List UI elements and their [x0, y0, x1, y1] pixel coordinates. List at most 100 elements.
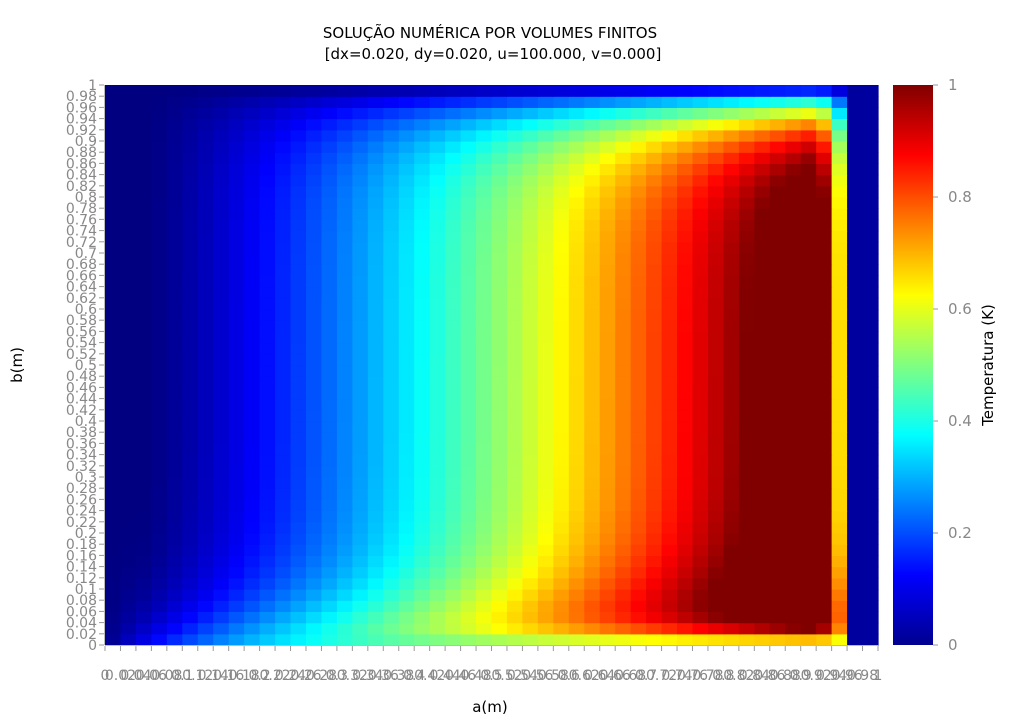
heatmap-cell	[707, 387, 724, 400]
heatmap-cell	[182, 544, 199, 556]
heatmap-cell	[692, 141, 709, 153]
heatmap-cell	[677, 286, 694, 299]
heatmap-cell	[383, 454, 400, 467]
heatmap-cell	[553, 219, 570, 232]
heatmap-cell	[537, 387, 554, 400]
heatmap-cell	[352, 275, 369, 288]
heatmap-cell	[506, 555, 524, 568]
heatmap-cell	[476, 454, 493, 467]
heatmap-cell	[120, 365, 137, 377]
heatmap-cell	[677, 141, 694, 153]
heatmap-cell	[259, 387, 276, 400]
heatmap-cell	[398, 454, 415, 467]
heatmap-cell	[599, 376, 616, 388]
heatmap-cell	[460, 107, 477, 120]
heatmap-cell	[677, 309, 694, 321]
heatmap-cell	[445, 533, 462, 545]
heatmap-cell	[228, 107, 245, 120]
heatmap-cell	[321, 118, 338, 131]
heatmap-cell	[275, 589, 292, 601]
heatmap-cell	[398, 488, 415, 500]
heatmap-cell	[816, 208, 833, 220]
heatmap-cell	[321, 253, 338, 265]
heatmap-cell	[398, 320, 415, 332]
heatmap-cell	[723, 342, 740, 355]
heatmap-cell	[135, 589, 152, 601]
heatmap-cell	[182, 96, 199, 108]
heatmap-cell	[723, 566, 740, 579]
heatmap-cell	[862, 454, 879, 467]
heatmap-cell	[398, 297, 415, 310]
heatmap-cell	[321, 129, 338, 142]
heatmap-cell	[553, 353, 570, 366]
heatmap-cell	[197, 353, 214, 366]
heatmap-cell	[213, 566, 230, 579]
heatmap-cell	[862, 365, 879, 377]
heatmap-cell	[537, 611, 554, 624]
heatmap-cell	[785, 421, 802, 433]
heatmap-cell	[228, 533, 245, 545]
heatmap-cell	[553, 320, 570, 332]
heatmap-cell	[166, 566, 183, 579]
heatmap-cell	[491, 253, 508, 265]
heatmap-cell	[197, 465, 214, 478]
heatmap-cell	[522, 297, 539, 310]
x-tick-label: 0.2	[248, 668, 270, 684]
heatmap-cell	[599, 275, 616, 288]
x-tick-label: 0.24	[275, 668, 306, 684]
heatmap-cell	[677, 421, 694, 433]
heatmap-cell	[553, 611, 570, 624]
heatmap-cell	[135, 521, 152, 534]
heatmap-cell	[352, 477, 369, 489]
heatmap-cell	[105, 544, 122, 556]
heatmap-cell	[584, 465, 601, 478]
heatmap-cell	[506, 566, 524, 579]
heatmap-cell	[785, 320, 802, 332]
heatmap-cell	[414, 320, 431, 332]
heatmap-cell	[259, 163, 276, 176]
heatmap-cell	[259, 353, 276, 366]
heatmap-cell	[290, 409, 307, 422]
heatmap-cell	[135, 163, 152, 176]
heatmap-cell	[244, 510, 261, 523]
heatmap-cell	[506, 409, 524, 422]
heatmap-cell	[120, 454, 137, 467]
heatmap-cell	[738, 521, 755, 534]
heatmap-cell	[429, 309, 446, 321]
heatmap-cell	[800, 320, 817, 332]
heatmap-cell	[383, 320, 400, 332]
heatmap-cell	[831, 152, 848, 164]
heatmap-cell	[228, 589, 245, 601]
heatmap-cell	[553, 633, 570, 646]
heatmap-cell	[352, 465, 369, 478]
heatmap-cell	[692, 488, 709, 500]
heatmap-cell	[769, 611, 786, 624]
heatmap-cell	[352, 510, 369, 523]
heatmap-cell	[661, 510, 678, 523]
heatmap-cell	[677, 577, 694, 590]
heatmap-cell	[816, 152, 833, 164]
heatmap-cell	[105, 454, 122, 467]
heatmap-cell	[584, 163, 601, 176]
heatmap-cell	[429, 488, 446, 500]
heatmap-cell	[290, 253, 307, 265]
heatmap-cell	[151, 118, 168, 131]
heatmap-cell	[290, 544, 307, 556]
heatmap-cell	[383, 107, 400, 120]
heatmap-cell	[135, 141, 152, 153]
heatmap-cell	[275, 577, 292, 590]
heatmap-cell	[460, 600, 477, 612]
heatmap-cell	[197, 622, 214, 635]
heatmap-cell	[677, 85, 694, 97]
x-tick-label: 0.78	[692, 668, 723, 684]
heatmap-cell	[275, 297, 292, 310]
heatmap-cell	[321, 409, 338, 422]
heatmap-cell	[862, 600, 879, 612]
heatmap-cell	[677, 230, 694, 243]
heatmap-cell	[476, 443, 493, 456]
heatmap-cell	[135, 208, 152, 220]
heatmap-cell	[847, 230, 864, 243]
heatmap-cell	[182, 454, 199, 467]
heatmap-cell	[135, 510, 152, 523]
heatmap-cell	[182, 185, 199, 198]
